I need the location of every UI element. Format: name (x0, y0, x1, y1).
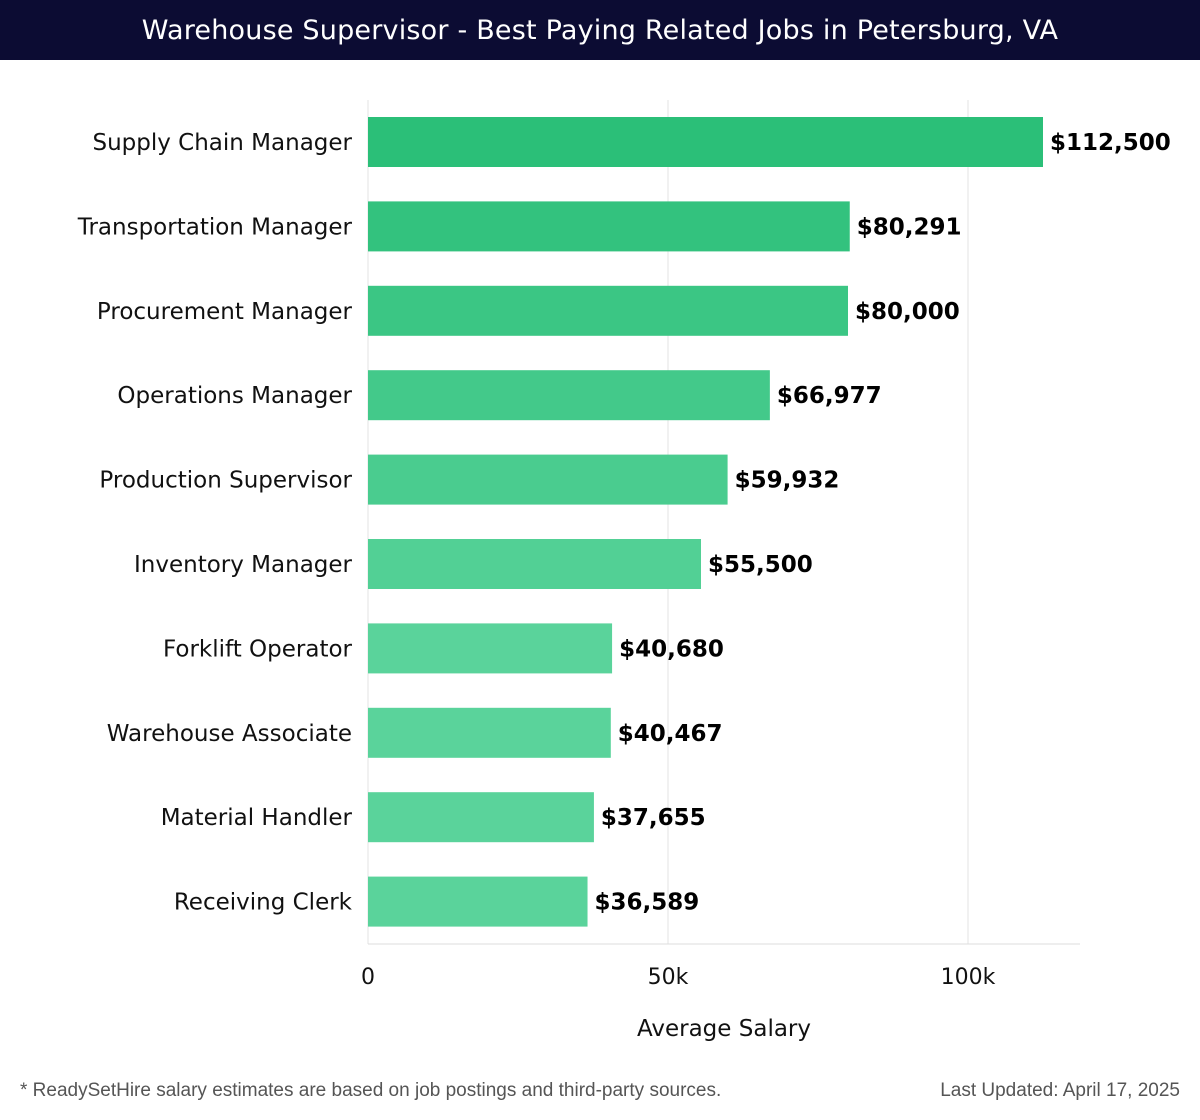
x-tick-label: 0 (361, 965, 375, 990)
bar (368, 117, 1043, 167)
x-axis-title: Average Salary (637, 1016, 811, 1042)
bar (368, 539, 701, 589)
value-label: $59,932 (735, 468, 840, 494)
axis-layer: 0 50k 100k Average Salary (361, 943, 1080, 1042)
bar (368, 707, 611, 758)
footer-updated: Last Updated: April 17, 2025 (940, 1080, 1180, 1101)
bar (368, 792, 594, 843)
category-label: Material Handler (161, 805, 353, 831)
category-label: Operations Manager (117, 383, 352, 409)
value-label: $40,680 (619, 636, 724, 662)
chart-title: Warehouse Supervisor - Best Paying Relat… (141, 14, 1059, 46)
value-label: $37,655 (601, 805, 706, 831)
category-label: Forklift Operator (163, 636, 353, 662)
value-label: $112,500 (1050, 130, 1171, 156)
chart-header: Warehouse Supervisor - Best Paying Relat… (0, 0, 1200, 60)
x-tick-label: 50k (648, 965, 689, 990)
x-tick-label: 100k (941, 965, 996, 990)
bar (368, 876, 588, 927)
category-label: Production Supervisor (99, 468, 352, 494)
bar (368, 201, 850, 252)
category-label: Supply Chain Manager (92, 130, 352, 156)
salary-bar-chart: Supply Chain Manager $112,500 Transportati… (77, 100, 1171, 1042)
category-label: Procurement Manager (97, 299, 353, 325)
category-label: Transportation Manager (77, 214, 353, 240)
bar (368, 454, 728, 505)
category-label: Inventory Manager (134, 552, 353, 578)
value-label: $36,589 (595, 890, 700, 916)
bar (368, 623, 613, 674)
bar (368, 285, 848, 336)
footer-note: * ReadySetHire salary estimates are base… (20, 1080, 722, 1101)
bar (368, 370, 770, 421)
category-label: Warehouse Associate (107, 721, 352, 747)
value-label: $40,467 (618, 721, 723, 747)
label-layer: Supply Chain Manager $112,500 Transportati… (77, 130, 1171, 916)
category-label: Receiving Clerk (174, 890, 353, 916)
value-label: $66,977 (777, 383, 882, 409)
bar-layer (368, 117, 1043, 927)
value-label: $80,000 (855, 299, 960, 325)
value-label: $55,500 (708, 552, 813, 578)
value-label: $80,291 (857, 214, 962, 240)
